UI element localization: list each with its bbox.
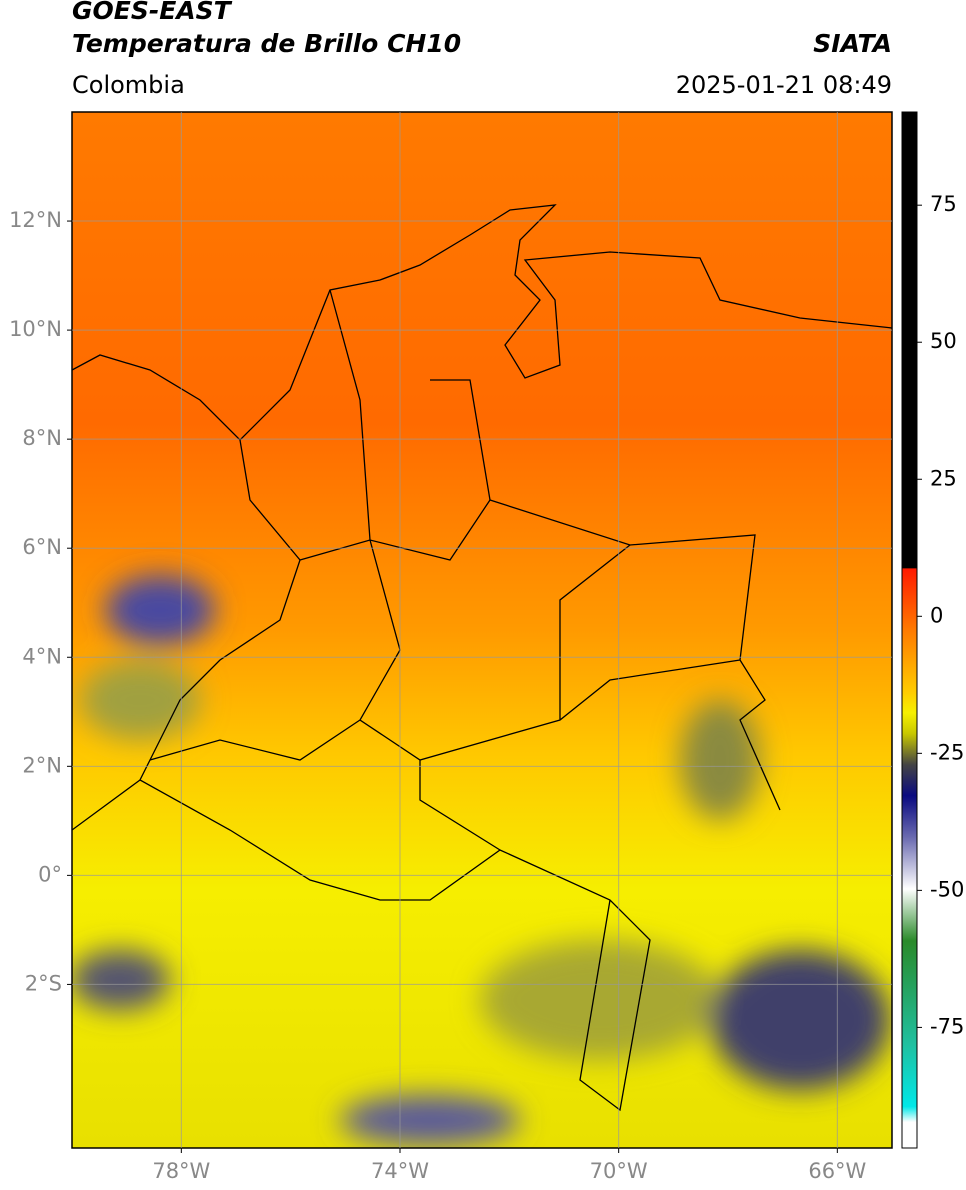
cloud-patches <box>72 575 890 1145</box>
lat-tick-label: 0° <box>38 862 62 886</box>
product-title: Temperatura de Brillo CH10 <box>72 29 461 58</box>
colorbar-label: 25 <box>930 466 957 490</box>
lat-tick-label: 6°N <box>22 535 62 559</box>
internal-borders <box>72 289 741 851</box>
map-frame <box>71 111 893 1149</box>
lon-tick-label: 70°W <box>590 1159 648 1183</box>
colorbar <box>901 111 918 1149</box>
colorbar-label: -75 <box>930 1014 964 1038</box>
region: Colombia <box>72 71 185 99</box>
colombia-border <box>139 379 781 1112</box>
colorbar-label: 0 <box>930 603 943 627</box>
lat-tick-label: 2°S <box>25 971 62 995</box>
agency: SIATA <box>813 29 892 58</box>
lon-tick-label: 74°W <box>371 1159 429 1183</box>
map-image <box>72 112 892 1148</box>
colorbar-label: -25 <box>930 740 964 764</box>
lat-tick-label: 8°N <box>22 426 62 450</box>
lat-tick-label: 2°N <box>22 753 62 777</box>
lon-tick-label: 78°W <box>152 1159 210 1183</box>
colorbar-label: -50 <box>930 877 964 901</box>
colorbar-label: 50 <box>930 329 957 353</box>
colorbar-label: 75 <box>930 192 957 216</box>
lon-tick-label: 66°W <box>808 1159 866 1183</box>
lat-tick-label: 12°N <box>9 208 62 232</box>
lat-tick-label: 10°N <box>9 317 62 341</box>
datetime: 2025-01-21 08:49 <box>676 71 892 99</box>
lat-tick-label: 4°N <box>22 644 62 668</box>
satellite-title: GOES-EAST <box>72 0 233 25</box>
